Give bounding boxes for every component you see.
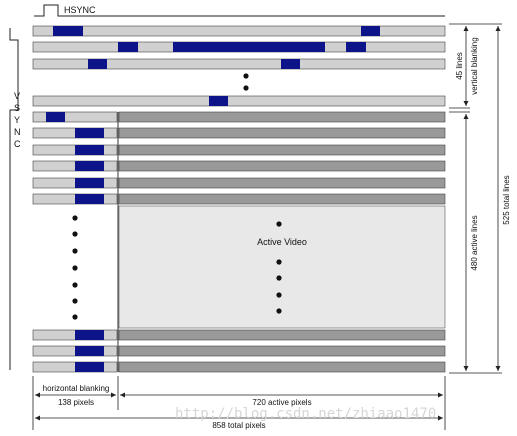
vertical-dimension-arrows	[463, 26, 501, 371]
blanking-line	[32, 25, 446, 37]
ellipsis-dots-left	[72, 215, 78, 320]
sync-pulse	[46, 112, 65, 122]
active-line-video	[118, 144, 446, 156]
vertical-dimensions	[449, 23, 502, 374]
horizontal-dimensions	[32, 376, 446, 430]
vsync-letter: S	[14, 103, 20, 113]
sync-pulse	[346, 42, 366, 52]
sync-pulse	[75, 178, 104, 188]
sync-pulse	[209, 96, 228, 106]
sync-pulse	[75, 346, 104, 356]
vsync-letter: Y	[14, 115, 20, 125]
ellipsis-dot	[276, 259, 282, 265]
vsync-letter: C	[14, 139, 21, 149]
blanking-line	[32, 58, 446, 70]
ellipsis-dots-center	[276, 221, 282, 314]
blanking-line	[32, 95, 446, 107]
ellipsis-dot	[72, 248, 78, 254]
watermark: http://blog.csdn.net/zhiaao1470	[175, 406, 436, 422]
ellipsis-dot	[72, 282, 78, 288]
hsync-label: HSYNC	[64, 5, 96, 15]
total-lines-label: 525 total lines	[502, 175, 511, 224]
active-line-video	[118, 127, 446, 139]
sync-pulse	[53, 26, 83, 36]
ellipsis-dot	[72, 231, 78, 237]
ellipsis-dot	[72, 314, 78, 320]
sync-pulse	[88, 59, 107, 69]
vsync-waveform	[9, 28, 19, 370]
horizontal-dimension-arrows	[35, 392, 443, 421]
ellipsis-dot	[276, 275, 282, 281]
ellipsis-dot	[243, 73, 249, 79]
ellipsis-dot	[72, 265, 78, 271]
active-line-video	[118, 111, 446, 123]
active-video-label: Active Video	[257, 237, 307, 247]
sync-pulse	[75, 161, 104, 171]
ellipsis-dot	[72, 215, 78, 221]
horizontal-blanking-pixels: 138 pixels	[58, 398, 94, 407]
active-line-video	[118, 160, 446, 172]
ellipsis-dot	[276, 292, 282, 298]
sync-pulse	[281, 59, 300, 69]
sync-pulse	[75, 194, 104, 204]
ellipsis-dot	[72, 298, 78, 304]
active-lines-label: 480 active lines	[470, 215, 479, 270]
vertical-blanking-lines-label: 45 lines	[455, 52, 464, 80]
active-line-video	[118, 177, 446, 189]
sync-pulse	[173, 42, 325, 52]
sync-pulse	[75, 145, 104, 155]
vsync-letter: V	[14, 91, 20, 101]
vertical-blanking-lines	[32, 25, 446, 107]
sync-pulse	[118, 42, 138, 52]
active-line-video	[118, 345, 446, 357]
active-lines-bottom	[32, 329, 446, 373]
vsync-letter: N	[14, 127, 21, 137]
vsync-label: V S Y N C	[14, 91, 21, 149]
active-line-video	[118, 361, 446, 373]
ellipsis-dot	[276, 308, 282, 314]
vertical-blanking-label: vertical blanking	[470, 37, 479, 94]
active-pixels-label: 720 active pixels	[252, 398, 311, 407]
active-line-blanking	[32, 111, 118, 123]
horizontal-blanking-label: horizontal blanking	[43, 384, 110, 393]
sync-pulse	[361, 26, 380, 36]
active-video-area	[118, 205, 446, 329]
total-pixels-label: 858 total pixels	[212, 421, 265, 430]
sync-pulse	[75, 362, 104, 372]
ellipsis-dot	[276, 221, 282, 227]
sync-pulse	[75, 330, 104, 340]
ellipsis-dot	[243, 85, 249, 91]
active-line-video	[118, 329, 446, 341]
sync-pulse	[75, 128, 104, 138]
active-lines-top	[32, 111, 446, 205]
active-line-video	[118, 193, 446, 205]
hsync-waveform	[34, 4, 445, 17]
